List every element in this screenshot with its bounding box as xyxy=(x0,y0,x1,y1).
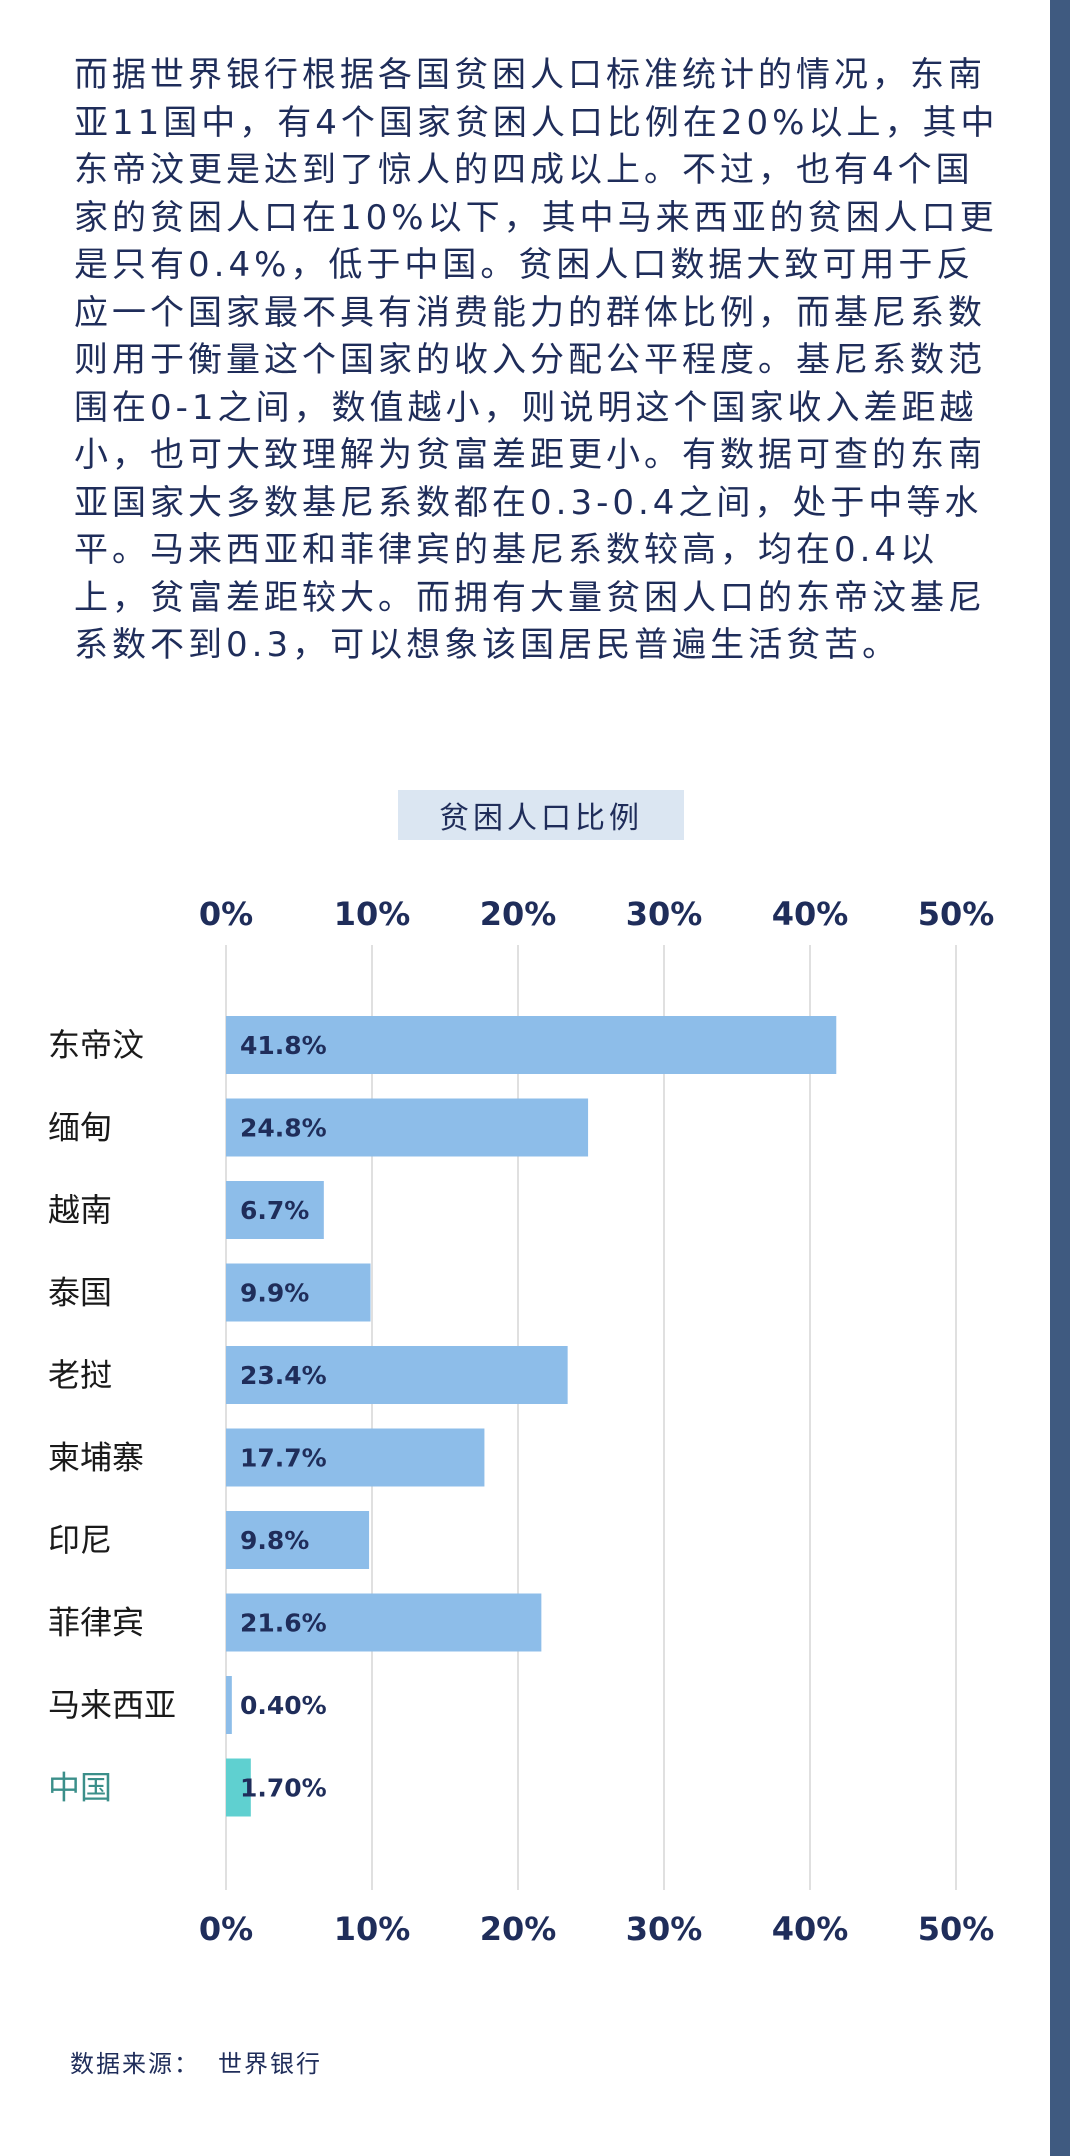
category-label: 泰国 xyxy=(48,1274,112,1312)
x-tick-label-top: 10% xyxy=(334,895,411,933)
category-label: 菲律宾 xyxy=(48,1604,144,1642)
bar xyxy=(226,1181,324,1239)
data-source: 数据来源： 世界银行 xyxy=(70,2044,322,2079)
x-tick-label-bottom: 50% xyxy=(918,1910,995,1948)
x-tick-label-bottom: 40% xyxy=(772,1910,849,1948)
bar xyxy=(226,1676,232,1734)
category-label: 马来西亚 xyxy=(48,1686,176,1724)
data-label: 23.4% xyxy=(240,1361,327,1390)
x-tick-label-bottom: 0% xyxy=(199,1910,253,1948)
data-label: 17.7% xyxy=(240,1444,327,1473)
data-label: 24.8% xyxy=(240,1114,327,1143)
data-label: 1.70% xyxy=(240,1774,327,1803)
chart-title: 贫困人口比例 xyxy=(439,801,643,836)
bar xyxy=(226,1428,485,1487)
data-label: 9.8% xyxy=(240,1526,309,1555)
bar-chart: 0% 0% 10% 10% 20% 20% 30% 30% 40% 40% 50% 50% 东帝汶 41.… xyxy=(48,895,995,1948)
bar xyxy=(226,1758,251,1817)
intro-paragraph: 而据世界银行根据各国贫困人口标准统计的情况，东南亚11国中，有4个国家贫困人口比… xyxy=(74,55,999,665)
right-edge-stripe xyxy=(1050,0,1070,2156)
category-label: 东帝汶 xyxy=(48,1026,144,1064)
x-tick-label-top: 40% xyxy=(772,895,849,933)
data-label: 41.8% xyxy=(240,1031,327,1060)
data-label: 0.40% xyxy=(240,1691,327,1720)
bar xyxy=(226,1016,837,1074)
source-value: 世界银行 xyxy=(218,2050,322,2078)
bar xyxy=(226,1098,589,1157)
category-label: 越南 xyxy=(48,1191,112,1229)
x-tick-label-top: 0% xyxy=(199,895,253,933)
data-label: 21.6% xyxy=(240,1609,327,1638)
x-tick-label-top: 30% xyxy=(626,895,703,933)
category-label: 老挝 xyxy=(48,1356,112,1394)
x-tick-label-top: 50% xyxy=(918,895,995,933)
data-label: 9.9% xyxy=(240,1279,309,1308)
x-tick-label-bottom: 30% xyxy=(626,1910,703,1948)
chart-title-box: 贫困人口比例 xyxy=(398,790,684,840)
x-tick-label-bottom: 10% xyxy=(334,1910,411,1948)
bar xyxy=(226,1346,568,1404)
category-label: 中国 xyxy=(48,1769,112,1807)
x-tick-label-bottom: 20% xyxy=(480,1910,557,1948)
bar xyxy=(226,1593,542,1652)
bar xyxy=(226,1511,370,1569)
category-label: 印尼 xyxy=(48,1521,112,1559)
data-label: 6.7% xyxy=(240,1196,309,1225)
bar xyxy=(226,1263,371,1322)
x-tick-label-top: 20% xyxy=(480,895,557,933)
category-label: 缅甸 xyxy=(48,1109,112,1147)
category-label: 柬埔寨 xyxy=(48,1439,144,1477)
source-label: 数据来源： xyxy=(70,2050,200,2078)
